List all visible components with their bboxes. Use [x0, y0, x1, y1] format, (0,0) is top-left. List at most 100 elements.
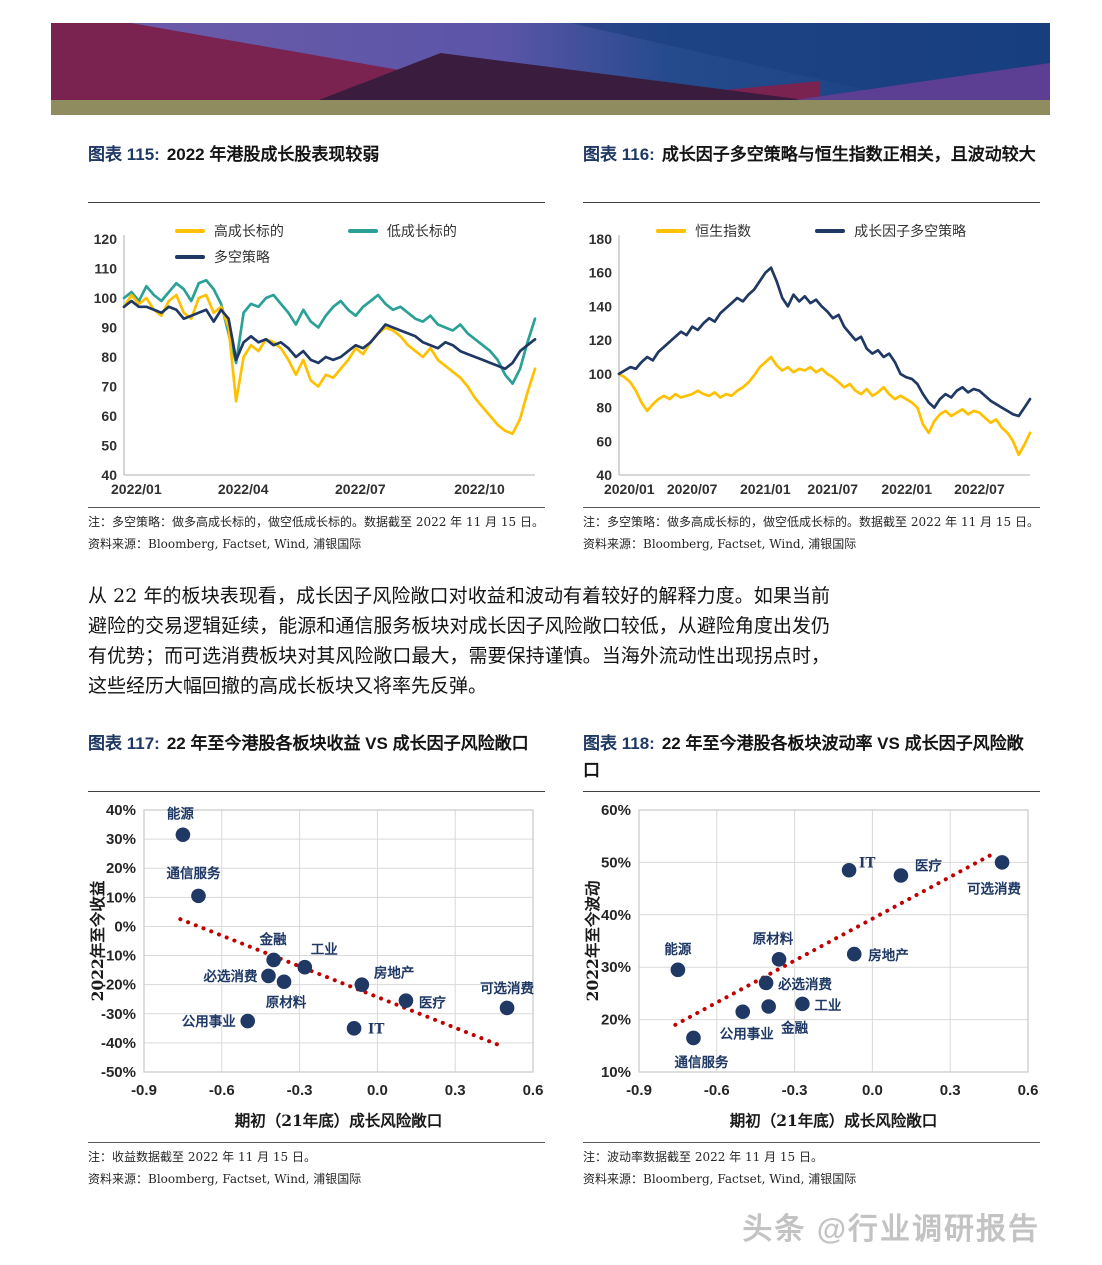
figure-title-text: 成长因子多空策略与恒生指数正相关，且波动较大 [661, 145, 1036, 164]
svg-text:-30%: -30% [101, 1006, 136, 1023]
legend-item: 高成长标的 [174, 221, 284, 241]
svg-text:50%: 50% [601, 855, 631, 872]
svg-text:100: 100 [589, 366, 613, 382]
divider [583, 507, 1040, 508]
legend-label: 低成长标的 [386, 223, 457, 239]
chart-area: 40 50 60 70 80 90 100 110 120 2022/01 2022/04 2022/… [88, 209, 545, 501]
figure-note: 注：多空策略：做多高成长标的，做空低成长标的。数据截至 2022 年 11 月 … [88, 515, 544, 529]
svg-text:2022/07: 2022/07 [954, 481, 1005, 497]
svg-text:70: 70 [101, 379, 117, 395]
svg-text:160: 160 [589, 265, 613, 281]
banner-plum-shape [318, 53, 806, 100]
figure-title: 图表 118: 22 年至今港股各板块波动率 VS 成长因子风险敞口 [583, 731, 1040, 789]
figure-117: 图表 117: 22 年至今港股各板块收益 VS 成长因子风险敞口 -50% -40… [88, 731, 545, 1190]
bottom-figure-row: 图表 117: 22 年至今港股各板块收益 VS 成长因子风险敞口 -50% -40… [88, 731, 1040, 1190]
svg-text:30%: 30% [601, 959, 631, 976]
svg-text:0.3: 0.3 [445, 1082, 466, 1099]
banner-olive-strip [51, 100, 1050, 115]
svg-text:0.6: 0.6 [523, 1082, 544, 1099]
divider [583, 791, 1040, 793]
legend-item: 恒生指数 [656, 221, 751, 241]
svg-text:10%: 10% [601, 1064, 631, 1081]
svg-text:可选消费: 可选消费 [967, 881, 1021, 898]
svg-text:2021/01: 2021/01 [740, 481, 791, 497]
legend-swatch [656, 229, 687, 233]
svg-text:IT: IT [368, 1022, 384, 1038]
svg-text:工业: 工业 [814, 998, 841, 1014]
line-chart-115: 40 50 60 70 80 90 100 110 120 2022/01 2022/04 2022/… [94, 231, 537, 497]
figure-115: 图表 115: 2022 年港股成长股表现较弱 40 50 60 70 80 90 100 11… [88, 142, 545, 555]
figure-source: 资料来源：Bloomberg, Factset, Wind, 浦银国际 [583, 536, 857, 551]
svg-text:金融: 金融 [259, 931, 287, 948]
legend-item: 多空策略 [174, 247, 270, 267]
divider [88, 791, 545, 793]
line-chart-116: 40 60 80 100 120 140 160 180 2020/01 2020/07 2021/… [589, 231, 1032, 497]
figure-118: 图表 118: 22 年至今港股各板块波动率 VS 成长因子风险敞口 10% 20%… [583, 731, 1040, 1190]
svg-text:100: 100 [94, 290, 118, 306]
legend-label: 恒生指数 [695, 223, 752, 239]
svg-text:原材料: 原材料 [266, 994, 307, 1011]
svg-text:医疗: 医疗 [419, 995, 446, 1012]
figure-note: 注：波动率数据截至 2022 年 11 月 15 日。 [583, 1150, 823, 1165]
svg-text:120: 120 [589, 332, 613, 348]
svg-text:180: 180 [589, 231, 613, 247]
svg-text:-0.9: -0.9 [626, 1082, 652, 1099]
svg-text:0.0: 0.0 [862, 1082, 883, 1099]
legend-swatch [174, 255, 205, 259]
figure-title-text: 22 年至今港股各板块波动率 VS 成长因子风险敞口 [583, 734, 1024, 780]
svg-text:80: 80 [101, 349, 117, 365]
svg-text:60: 60 [596, 433, 612, 449]
svg-text:0%: 0% [114, 919, 136, 936]
svg-text:必选消费: 必选消费 [777, 976, 832, 993]
figure-number: 图表 115: [88, 145, 160, 164]
svg-text:能源: 能源 [664, 941, 691, 958]
svg-text:期初（21年底）成长风险敞口: 期初（21年底）成长风险敞口 [235, 1111, 443, 1130]
legend-item: 成长因子多空策略 [815, 221, 966, 241]
svg-text:房地产: 房地产 [374, 965, 415, 982]
svg-text:必选消费: 必选消费 [202, 968, 257, 985]
figure-number: 图表 116: [583, 145, 655, 164]
banner-purple-shape [795, 63, 1050, 100]
svg-text:2020/01: 2020/01 [604, 481, 655, 497]
svg-text:-0.3: -0.3 [287, 1082, 313, 1099]
figure-title: 图表 117: 22 年至今港股各板块收益 VS 成长因子风险敞口 [88, 731, 545, 789]
figure-note: 注：收益数据截至 2022 年 11 月 15 日。 [88, 1150, 316, 1165]
svg-text:公用事业: 公用事业 [720, 1026, 774, 1043]
legend-label: 多空策略 [213, 249, 270, 265]
svg-text:2022年至今收益: 2022年至今收益 [88, 880, 107, 1001]
figure-source: 资料来源：Bloomberg, Factset, Wind, 浦银国际 [88, 1171, 362, 1186]
divider [88, 202, 545, 203]
figure-title-text: 22 年至今港股各板块收益 VS 成长因子风险敞口 [166, 734, 529, 754]
svg-text:2022/07: 2022/07 [335, 481, 386, 497]
svg-text:-0.6: -0.6 [704, 1082, 730, 1099]
svg-text:0.0: 0.0 [367, 1082, 388, 1099]
svg-text:40%: 40% [601, 907, 631, 924]
svg-text:2022/10: 2022/10 [454, 481, 505, 497]
svg-text:房地产: 房地产 [868, 947, 909, 964]
svg-text:-0.9: -0.9 [131, 1082, 157, 1099]
svg-text:通信服务: 通信服务 [674, 1054, 728, 1071]
svg-text:50: 50 [101, 438, 117, 454]
figure-note: 注：多空策略：做多高成长标的，做空低成长标的。数据截至 2022 年 11 月 … [583, 515, 1039, 529]
figure-title: 图表 116: 成长因子多空策略与恒生指数正相关，且波动较大 [583, 142, 1040, 200]
svg-text:40: 40 [596, 467, 612, 483]
chart-area: 10% 20% 30% 40% 50% 60% -0.9 -0.6 -0.3 0.0 0.3 0.6 能… [583, 798, 1040, 1136]
svg-text:-20%: -20% [101, 977, 136, 994]
svg-text:-40%: -40% [101, 1035, 136, 1052]
legend-item: 低成长标的 [347, 221, 457, 241]
svg-text:20%: 20% [106, 860, 136, 877]
svg-text:-0.6: -0.6 [209, 1082, 235, 1099]
svg-text:120: 120 [94, 231, 118, 247]
divider [88, 1142, 545, 1144]
svg-text:140: 140 [589, 298, 613, 314]
svg-text:-10%: -10% [101, 948, 136, 965]
figure-source: 资料来源：Bloomberg, Factset, Wind, 浦银国际 [583, 1171, 857, 1186]
chart-area: -50% -40% -30% -20% -10% 0% 10% 20% 30% 40% -0.9 -0… [88, 798, 545, 1136]
chart-area: 40 60 80 100 120 140 160 180 2020/01 2020/07 2021/… [583, 209, 1040, 501]
legend-label: 高成长标的 [213, 223, 284, 239]
svg-text:40: 40 [101, 467, 117, 483]
svg-text:2020/07: 2020/07 [667, 481, 718, 497]
svg-text:0.6: 0.6 [1018, 1082, 1039, 1099]
svg-text:IT: IT [859, 856, 875, 872]
